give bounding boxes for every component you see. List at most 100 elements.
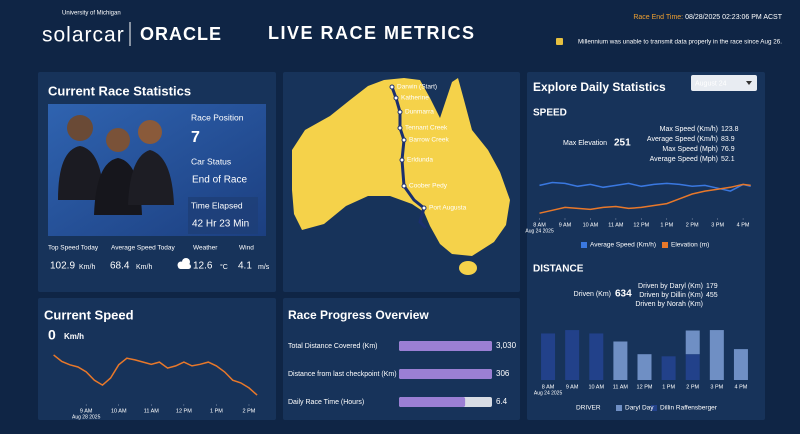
bar	[685, 354, 700, 380]
partner: ORACLE	[140, 24, 222, 44]
x-tick-label: 3 PM	[710, 384, 723, 390]
x-tick-label: 12 PM	[176, 408, 192, 414]
race-end: Race End Time: 08/28/2025 02:23:06 PM AC…	[633, 14, 782, 21]
x-tick-label: 10 AM	[583, 222, 599, 228]
progress-label: Daily Race Time (Hours)	[288, 399, 364, 406]
stat-value: 123.8	[721, 126, 739, 133]
x-tick-label: 8 AM	[533, 222, 546, 228]
stat-value: 52.1	[721, 156, 735, 163]
x-tick-label: 11 AM	[144, 408, 160, 414]
x-tick-label: 2 PM	[243, 408, 256, 414]
stat-value: 12.6	[193, 261, 213, 272]
date-select-value[interactable]: August 24	[695, 80, 727, 87]
stat-label: Driven by Dillin (Km)	[639, 292, 703, 299]
city-dot	[397, 109, 403, 115]
race-position: 7	[191, 129, 200, 146]
x-tick-label: 1 PM	[662, 384, 675, 390]
progress-panel	[283, 298, 520, 420]
tasmania	[459, 261, 477, 275]
speed-value: 0	[48, 327, 56, 343]
section-title: DISTANCE	[533, 264, 584, 275]
city-dot	[397, 125, 403, 131]
x-tick-label: 9 AM	[80, 408, 93, 414]
legend-swatch	[651, 405, 657, 411]
city-label: Erldunda	[407, 157, 433, 164]
city-label: Port Augusta	[429, 205, 467, 212]
x-tick-label: 1 PM	[660, 222, 673, 228]
stat-label: Max Elevation	[563, 140, 607, 147]
x-tick-label: 8 AM	[542, 384, 555, 390]
x-tick-label: 2 PM	[686, 222, 699, 228]
city-label: Dunmarra	[405, 109, 434, 116]
city-label: Tennant Creek	[405, 125, 448, 132]
legend-title: DRIVER	[576, 405, 601, 412]
date-select[interactable]: August 24	[691, 75, 757, 91]
x-tick-label: 9 AM	[566, 384, 579, 390]
line-series	[539, 183, 751, 214]
x-tick-label: 4 PM	[737, 222, 750, 228]
legend-swatch	[616, 405, 622, 411]
x-tick-label: 9 AM	[559, 222, 572, 228]
stat-label: Car Status	[191, 156, 231, 166]
stat-label: Average Speed Today	[111, 245, 175, 252]
logo: solarcar	[42, 24, 125, 47]
stat-value: 102.9	[50, 261, 75, 272]
stat-label: Driven by Daryl (Km)	[638, 283, 703, 290]
panel-title: Current Race Statistics	[48, 83, 191, 98]
x-tick-label: 10 AM	[588, 384, 604, 390]
progress-value: 306	[496, 369, 510, 378]
x-tick-label: 3 PM	[711, 222, 724, 228]
race-end-label: Race End Time:	[633, 14, 683, 21]
city-dot	[389, 84, 395, 90]
x-tick-label: 12 PM	[633, 222, 649, 228]
stat-label: Time Elapsed	[191, 200, 243, 210]
stat-label: Max Speed (Mph)	[662, 146, 718, 153]
alert-icon	[556, 38, 563, 45]
weather-icon	[177, 258, 191, 269]
city-dot	[401, 137, 407, 143]
bar	[709, 330, 724, 380]
speed-unit: Km/h	[64, 332, 84, 341]
date-label: Aug 24 2025	[534, 390, 563, 396]
bar	[613, 341, 628, 380]
progress-label: Distance from last checkpoint (Km)	[288, 371, 397, 378]
stat-label: Weather	[193, 245, 218, 252]
x-tick-label: 12 PM	[637, 384, 653, 390]
daily-panel	[527, 72, 765, 420]
page-title: LIVE RACE METRICS	[268, 23, 476, 43]
stat-label: Wind	[239, 245, 254, 252]
stat-label: Max Speed (Km/h)	[660, 126, 718, 133]
bar	[637, 354, 652, 380]
stat-unit: Km/h	[136, 264, 152, 271]
car-status: End of Race	[192, 175, 247, 186]
x-tick-label: 1 PM	[210, 408, 223, 414]
progress-bar	[399, 341, 492, 351]
time-box	[188, 197, 258, 234]
progress-value: 3,030	[496, 341, 517, 350]
panel-title: Explore Daily Statistics	[533, 80, 666, 94]
stat-value: 634	[615, 289, 632, 300]
race-end-value: 08/28/2025 02:23:06 PM ACST	[685, 14, 783, 21]
stat-label: Average Speed (Km/h)	[647, 136, 718, 143]
line-series	[53, 354, 258, 396]
current-speed-panel	[38, 298, 276, 420]
x-tick-label: 11 AM	[608, 222, 624, 228]
city-dot	[393, 95, 399, 101]
x-tick-label: 11 AM	[613, 384, 629, 390]
x-tick-label: 2 PM	[686, 384, 699, 390]
stat-label: Driven by Norah (Km)	[635, 301, 703, 308]
legend-swatch	[662, 242, 668, 248]
progress-label: Total Distance Covered (Km)	[288, 343, 377, 350]
x-tick-label: 4 PM	[735, 384, 748, 390]
city-dot	[399, 157, 405, 163]
x-tick-label: 10 AM	[111, 408, 127, 414]
stat-value: 68.4	[110, 261, 130, 272]
stat-value: 83.9	[721, 136, 735, 143]
australia	[292, 78, 510, 256]
progress-bar	[399, 369, 492, 379]
bar	[685, 330, 700, 355]
legend-swatch	[581, 242, 587, 248]
stat-label: Top Speed Today	[48, 245, 99, 252]
stat-label: Average Speed (Mph)	[650, 156, 718, 163]
